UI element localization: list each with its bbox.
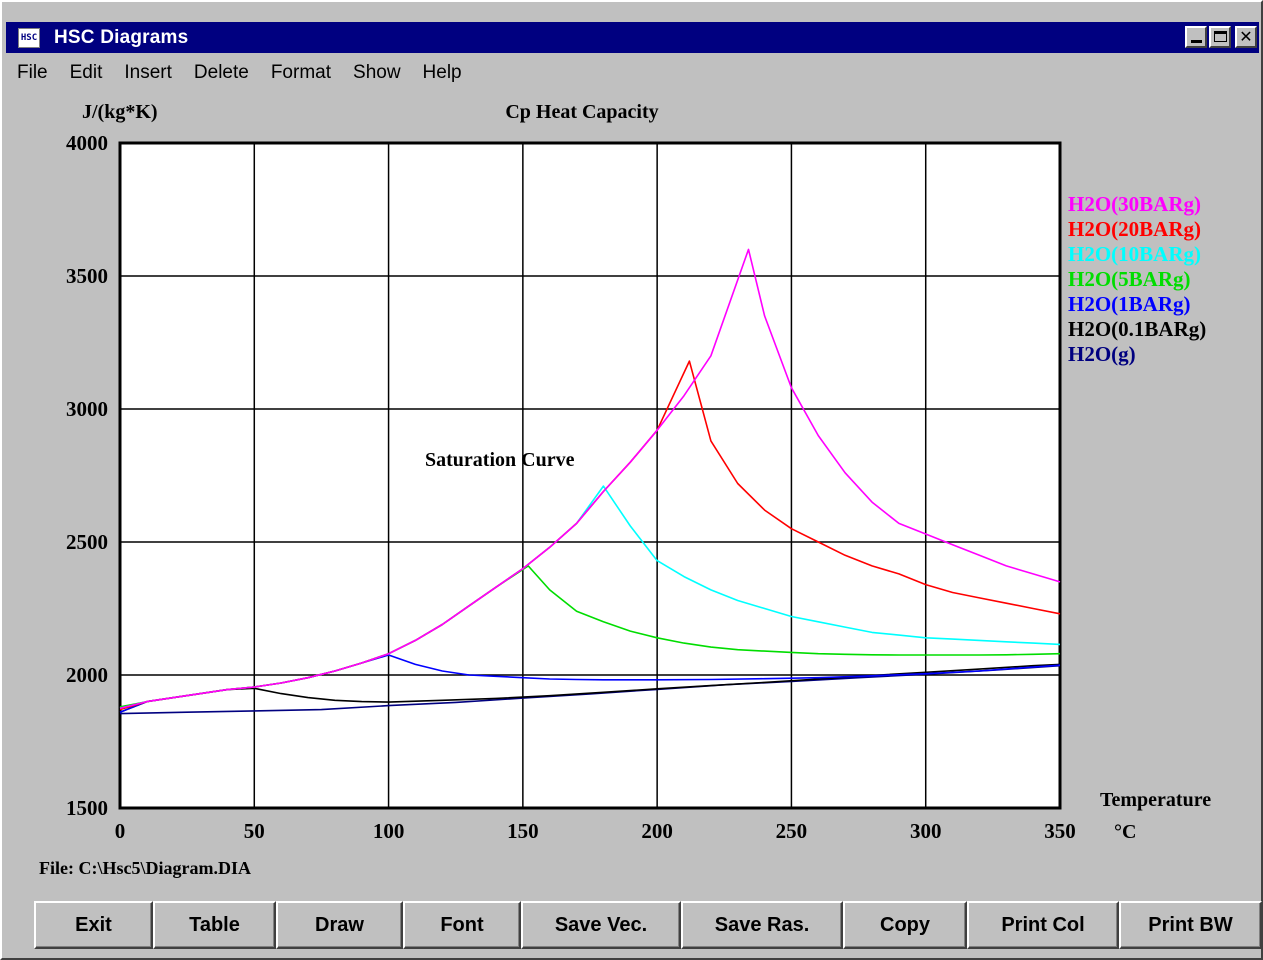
menu-insert[interactable]: Insert — [124, 62, 172, 83]
legend-entry: H2O(10BARg) — [1068, 242, 1201, 266]
title-bar[interactable]: HSC HSC Diagrams ✕ — [6, 22, 1259, 53]
legend-entry: H2O(g) — [1068, 342, 1136, 366]
menu-delete[interactable]: Delete — [193, 62, 249, 83]
plot-area — [120, 143, 1060, 808]
menu-show[interactable]: Show — [353, 62, 401, 83]
x-tick-label: 350 — [1044, 819, 1076, 843]
x-tick-label: 0 — [115, 819, 126, 843]
legend-entry: H2O(20BARg) — [1068, 217, 1201, 241]
x-tick-label: 200 — [641, 819, 673, 843]
x-tick-label: 250 — [776, 819, 808, 843]
x-tick-label: 150 — [507, 819, 539, 843]
y-tick-label: 3000 — [66, 397, 108, 421]
menu-bar: File Edit Insert Delete Format Show Help — [6, 58, 473, 88]
menu-help[interactable]: Help — [422, 62, 462, 83]
legend-entry: H2O(0.1BARg) — [1068, 317, 1206, 341]
legend-entry: H2O(1BARg) — [1068, 292, 1191, 316]
y-tick-label: 3500 — [66, 264, 108, 288]
copy-button[interactable]: Copy — [843, 901, 967, 949]
save-ras-button[interactable]: Save Ras. — [681, 901, 843, 949]
menu-edit[interactable]: Edit — [69, 62, 103, 83]
series-line-h2o-30barg- — [119, 248, 1061, 710]
print-col-button[interactable]: Print Col — [967, 901, 1119, 949]
series-lines — [119, 248, 1061, 715]
saturation-curve-annotation: Saturation Curve — [425, 449, 575, 471]
legend: H2O(30BARg)H2O(20BARg)H2O(10BARg)H2O(5BA… — [1068, 192, 1206, 366]
y-tick-label: 2000 — [66, 663, 108, 687]
legend-entry: H2O(30BARg) — [1068, 192, 1201, 216]
x-axis-unit: °C — [1114, 821, 1136, 843]
minimize-button[interactable] — [1185, 26, 1207, 48]
hsc-app-icon[interactable]: HSC — [18, 27, 40, 48]
y-tick-label: 1500 — [66, 796, 108, 820]
maximize-button[interactable] — [1209, 26, 1231, 48]
close-button[interactable]: ✕ — [1235, 26, 1257, 48]
minimize-icon — [1191, 40, 1202, 43]
tick-labels: 0 50 100 150 200 250 300 350 1500 2000 2500 3000 350… — [66, 131, 1076, 843]
save-vec-button[interactable]: Save Vec. — [521, 901, 681, 949]
y-tick-label: 2500 — [66, 530, 108, 554]
table-button[interactable]: Table — [153, 901, 276, 949]
grid — [120, 143, 1060, 808]
menu-format[interactable]: Format — [270, 62, 332, 83]
window-title: HSC Diagrams — [54, 26, 189, 48]
button-bar: Exit Table Draw Font Save Vec. Save Ras.… — [34, 901, 1262, 949]
window-controls: ✕ — [1185, 26, 1257, 48]
print-bw-button[interactable]: Print BW — [1119, 901, 1262, 949]
font-button[interactable]: Font — [403, 901, 521, 949]
draw-button[interactable]: Draw — [276, 901, 403, 949]
x-tick-label: 50 — [244, 819, 265, 843]
exit-button[interactable]: Exit — [34, 901, 153, 949]
x-tick-label: 300 — [910, 819, 942, 843]
x-axis-label: Temperature — [1100, 789, 1211, 811]
menu-file[interactable]: File — [17, 62, 48, 83]
maximize-icon — [1214, 31, 1227, 42]
file-path-label: File: C:\Hsc5\Diagram.DIA — [39, 858, 251, 878]
legend-entry: H2O(5BARg) — [1068, 267, 1191, 291]
close-icon: ✕ — [1239, 27, 1253, 46]
y-tick-label: 4000 — [66, 131, 108, 155]
x-tick-label: 100 — [373, 819, 405, 843]
chart-title: Cp Heat Capacity — [505, 101, 658, 123]
plot-frame — [118, 141, 1062, 810]
y-axis-label: J/(kg*K) — [82, 101, 158, 123]
